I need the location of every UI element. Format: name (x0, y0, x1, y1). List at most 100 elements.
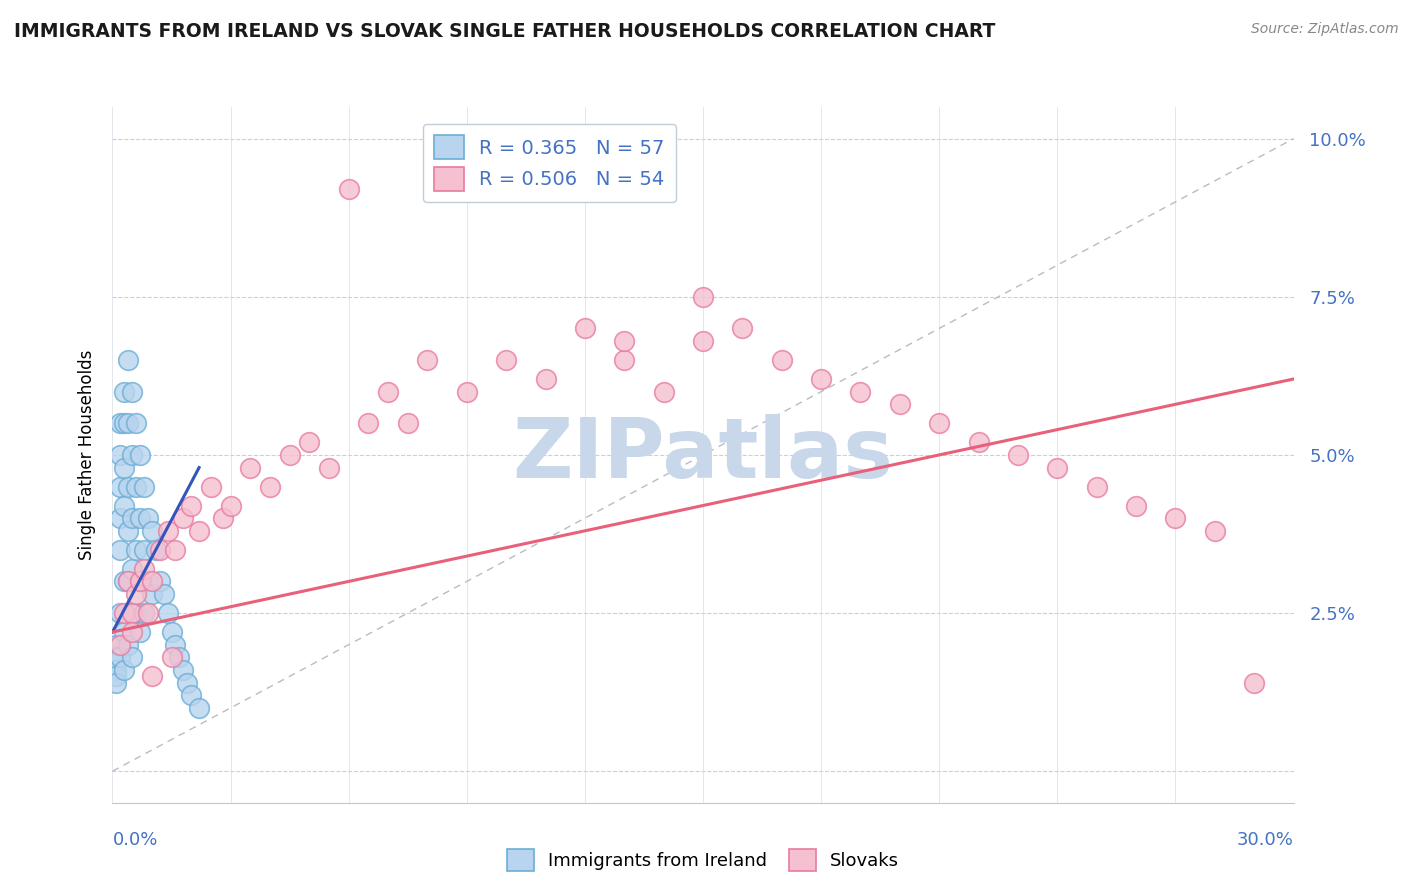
Text: 30.0%: 30.0% (1237, 830, 1294, 848)
Point (141, 587, 163, 601)
Text: IMMIGRANTS FROM IRELAND VS SLOVAK SINGLE FATHER HOUSEHOLDS CORRELATION CHART: IMMIGRANTS FROM IRELAND VS SLOVAK SINGLE… (14, 22, 995, 41)
Point (112, 417, 135, 431)
Point (129, 574, 152, 589)
Point (692, 334, 714, 348)
Point (160, 625, 183, 640)
Point (129, 574, 152, 589)
Point (129, 625, 152, 640)
Point (1164, 511, 1187, 525)
Point (132, 479, 155, 493)
Point (105, 663, 128, 677)
Point (172, 511, 194, 525)
Point (132, 542, 155, 557)
Point (165, 638, 187, 652)
Point (117, 417, 139, 431)
Point (849, 384, 872, 399)
Point (125, 587, 148, 601)
Point (889, 397, 911, 411)
Point (1204, 524, 1226, 538)
Point (396, 417, 419, 431)
Y-axis label: Single Father Households: Single Father Households (77, 350, 96, 560)
Point (188, 524, 211, 538)
Point (495, 353, 517, 368)
Point (318, 460, 340, 475)
Point (613, 353, 636, 368)
Point (219, 499, 242, 513)
Point (967, 435, 990, 450)
Point (110, 638, 132, 652)
Point (1046, 460, 1069, 475)
Point (810, 372, 832, 386)
Point (129, 448, 152, 462)
Legend: R = 0.365   N = 57, R = 0.506   N = 54: R = 0.365 N = 57, R = 0.506 N = 54 (423, 124, 676, 202)
Point (112, 460, 135, 475)
Point (574, 321, 596, 335)
Point (456, 384, 478, 399)
Point (117, 574, 139, 589)
Point (169, 650, 191, 665)
Point (928, 417, 950, 431)
Point (125, 542, 148, 557)
Text: ZIPatlas: ZIPatlas (513, 415, 893, 495)
Point (1007, 448, 1029, 462)
Point (136, 606, 159, 620)
Point (132, 606, 155, 620)
Point (534, 372, 557, 386)
Point (770, 353, 793, 368)
Point (152, 587, 174, 601)
Point (125, 479, 148, 493)
Point (416, 353, 439, 368)
Point (1125, 499, 1147, 513)
Point (132, 562, 155, 576)
Point (117, 638, 139, 652)
Point (129, 511, 152, 525)
Point (121, 606, 143, 620)
Point (652, 384, 675, 399)
Point (1243, 675, 1265, 690)
Point (110, 606, 132, 620)
Text: Source: ZipAtlas.com: Source: ZipAtlas.com (1251, 22, 1399, 37)
Point (112, 574, 135, 589)
Point (110, 417, 132, 431)
Point (112, 499, 135, 513)
Point (156, 524, 179, 538)
Point (298, 435, 321, 450)
Point (121, 384, 143, 399)
Point (180, 499, 202, 513)
Point (136, 511, 159, 525)
Point (121, 625, 143, 640)
Point (278, 448, 301, 462)
Point (121, 650, 143, 665)
Point (156, 606, 179, 620)
Point (121, 562, 143, 576)
Point (105, 669, 128, 683)
Point (105, 650, 128, 665)
Point (110, 479, 132, 493)
Text: 0.0%: 0.0% (112, 830, 157, 848)
Point (377, 384, 399, 399)
Point (110, 542, 132, 557)
Point (180, 688, 202, 702)
Point (112, 663, 135, 677)
Point (136, 574, 159, 589)
Point (731, 321, 754, 335)
Point (141, 524, 163, 538)
Point (239, 460, 262, 475)
Point (105, 638, 128, 652)
Point (357, 417, 380, 431)
Point (149, 574, 172, 589)
Point (259, 479, 281, 493)
Point (211, 511, 233, 525)
Point (692, 290, 714, 304)
Point (125, 606, 148, 620)
Point (112, 384, 135, 399)
Point (141, 669, 163, 683)
Point (200, 479, 222, 493)
Point (613, 334, 636, 348)
Point (121, 448, 143, 462)
Point (117, 574, 139, 589)
Point (188, 701, 211, 715)
Point (149, 542, 172, 557)
Point (117, 479, 139, 493)
Point (337, 182, 360, 196)
